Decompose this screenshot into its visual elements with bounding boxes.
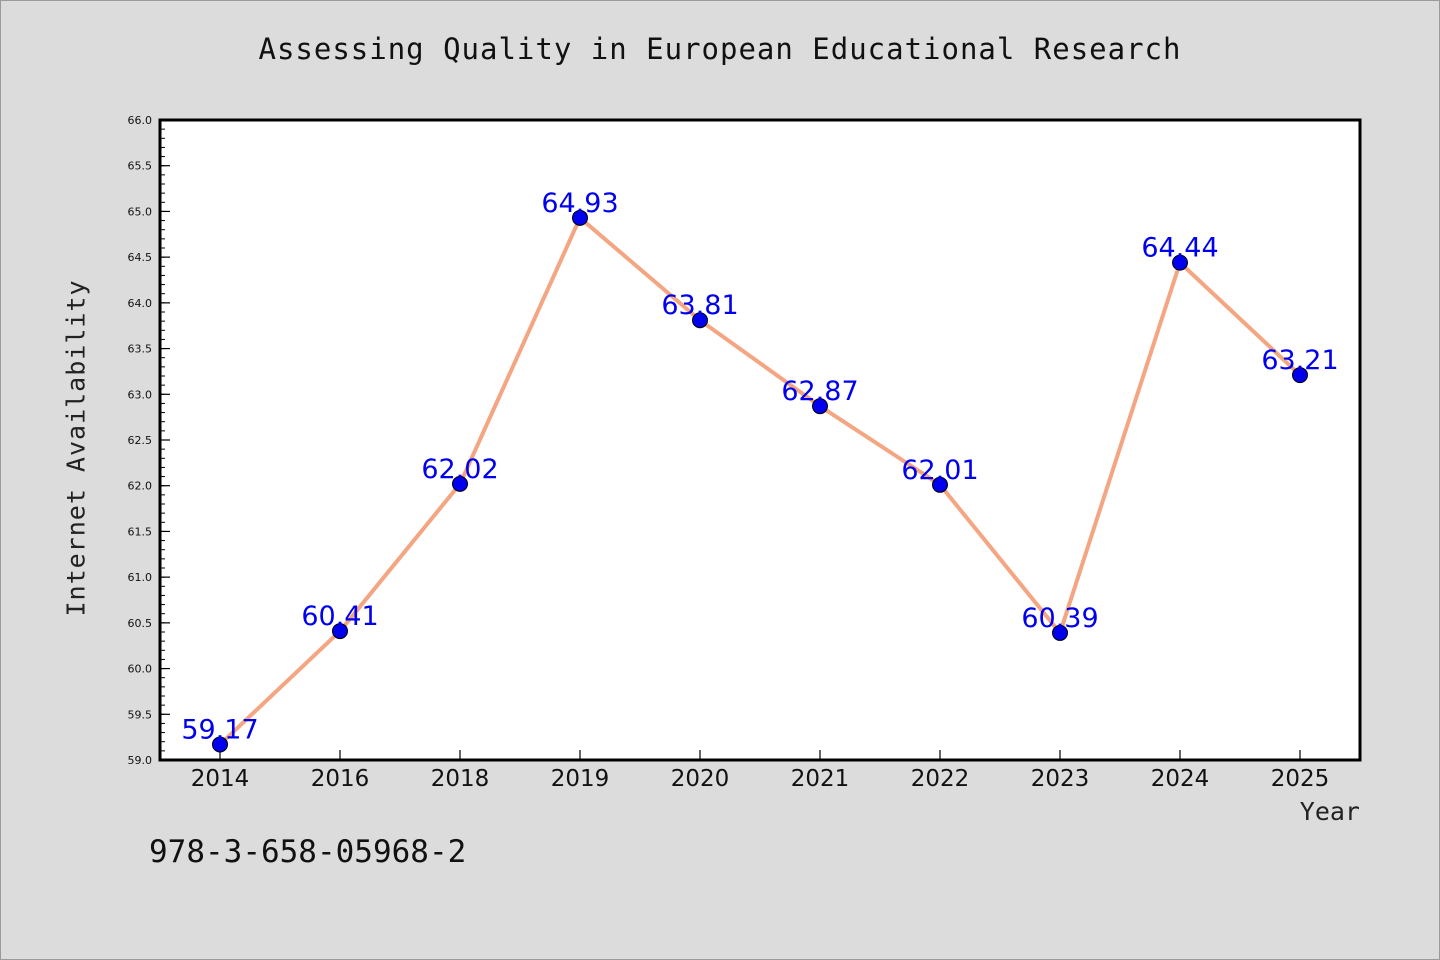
y-tick-label: 64.0 [128, 297, 153, 310]
y-tick-label: 59.0 [128, 754, 153, 767]
data-point [452, 475, 468, 492]
data-label: 63.81 [661, 290, 738, 321]
y-tick-label: 62.5 [128, 434, 153, 447]
data-label: 64.93 [541, 188, 618, 219]
data-label: 62.02 [421, 454, 498, 485]
x-tick-label: 2016 [311, 766, 370, 792]
y-tick-label: 63.0 [128, 388, 153, 401]
data-point [932, 476, 948, 493]
y-tick-label: 60.5 [128, 617, 153, 630]
x-tick-label: 2019 [551, 766, 610, 792]
chart-title: Assessing Quality in European Educationa… [258, 32, 1182, 66]
x-axis-label: Year [1299, 797, 1360, 826]
y-tick-label: 61.5 [128, 525, 153, 538]
data-point [812, 398, 828, 415]
x-tick-label: 2023 [1031, 766, 1090, 792]
data-point [692, 312, 708, 329]
y-tick-label: 64.5 [128, 251, 153, 264]
data-label: 60.39 [1021, 603, 1098, 634]
y-tick-label: 66.0 [128, 114, 153, 127]
y-tick-label: 62.0 [128, 480, 153, 493]
data-point [1052, 624, 1068, 641]
x-tick-label: 2021 [791, 766, 850, 792]
x-tick-label: 2018 [431, 766, 490, 792]
data-label: 64.44 [1141, 233, 1218, 264]
x-tick-label: 2022 [911, 766, 970, 792]
series-line [218, 215, 1302, 747]
data-label: 60.41 [301, 601, 378, 632]
y-tick-label: 63.5 [128, 343, 153, 356]
data-label: 62.01 [901, 455, 978, 486]
data-label: 63.21 [1261, 345, 1338, 376]
data-label: 62.87 [781, 376, 858, 407]
isbn-text: 978-3-658-05968-2 [149, 834, 467, 870]
x-tick-label: 2014 [191, 766, 250, 792]
y-tick-label: 59.5 [128, 708, 153, 721]
plot-area [160, 120, 1360, 760]
x-tick-label: 2025 [1271, 766, 1330, 792]
y-tick-label: 61.0 [128, 571, 153, 584]
data-point [572, 209, 588, 226]
data-point [1292, 367, 1308, 384]
y-tick-label: 65.0 [128, 205, 153, 218]
x-tick-label: 2020 [671, 766, 730, 792]
data-point [1172, 254, 1188, 271]
x-tick-label: 2024 [1151, 766, 1210, 792]
y-tick-label: 60.0 [128, 663, 153, 676]
data-point [212, 736, 228, 753]
y-tick-label: 65.5 [128, 160, 153, 173]
data-label: 59.17 [181, 714, 258, 745]
data-point [332, 623, 348, 640]
plot-border [158, 118, 1362, 762]
